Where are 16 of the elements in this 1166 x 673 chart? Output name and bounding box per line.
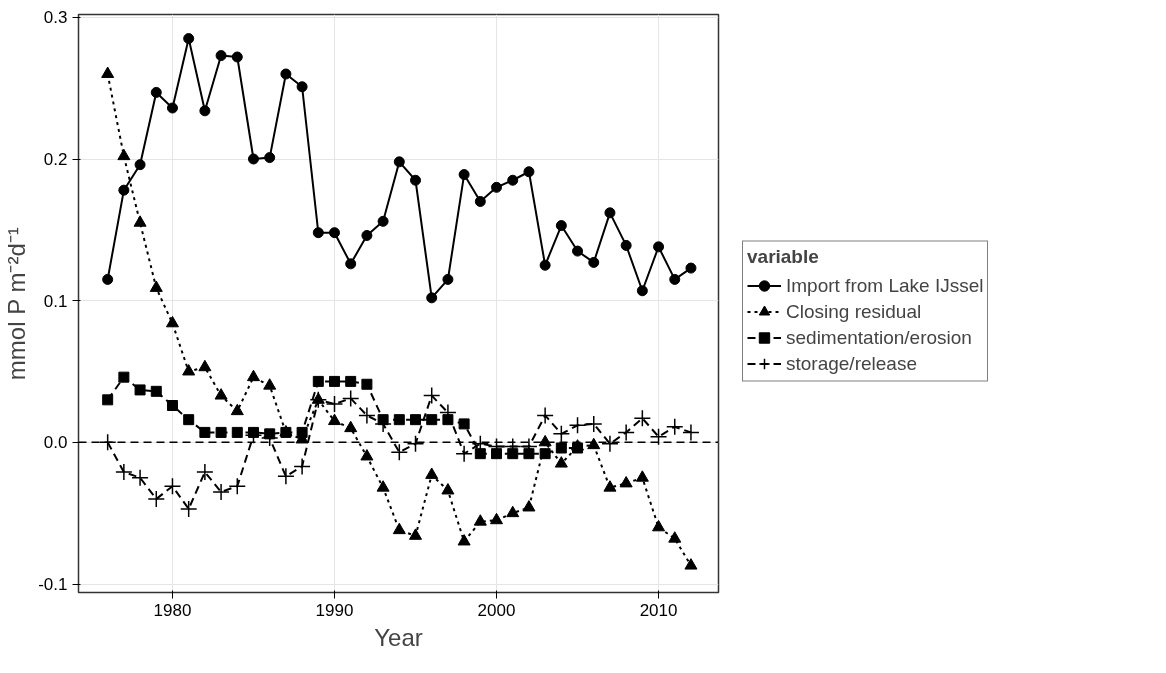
y-tick-label: 0.0 <box>43 433 68 453</box>
x-tick-label: 1980 <box>153 600 192 620</box>
y-tick-label: 0.1 <box>43 291 68 311</box>
legend-label: storage/release <box>786 351 917 376</box>
y-axis-title: mmol P m⁻²d⁻¹ <box>3 227 31 381</box>
x-tick-label: 2010 <box>639 600 678 620</box>
legend-label: Closing residual <box>786 299 922 324</box>
x-tick-label: 1990 <box>315 600 354 620</box>
y-tick-label: -0.1 <box>38 575 68 594</box>
x-axis-title: Year <box>374 623 423 651</box>
legend-title: variable <box>747 245 820 267</box>
x-tick-label: 2000 <box>477 600 516 620</box>
y-tick-label: 0.3 <box>43 8 68 28</box>
y-tick-label: 0.2 <box>43 150 68 169</box>
legend-label: sedimentation/erosion <box>786 325 972 349</box>
legend-label: Import from Lake IJssel <box>786 273 984 298</box>
